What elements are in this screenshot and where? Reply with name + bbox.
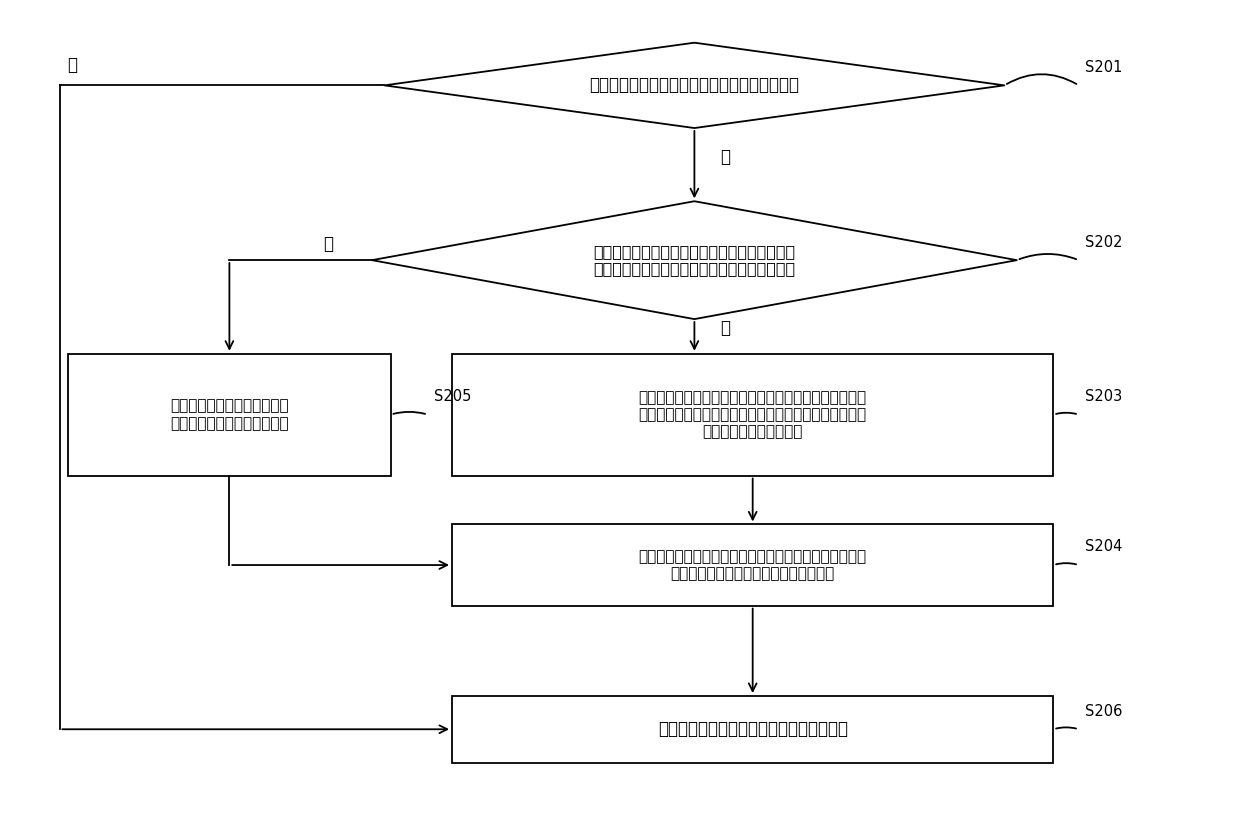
Text: S206: S206 — [1085, 704, 1122, 719]
Text: S201: S201 — [1085, 60, 1122, 75]
Bar — [68, 354, 391, 476]
Text: 在命令模式下，若应用处理器当前未向显示屏传
输图像数据，则判断显示屏是否处于自刷新状态: 在命令模式下，若应用处理器当前未向显示屏传 输图像数据，则判断显示屏是否处于自刷… — [593, 244, 796, 276]
Text: 等待应用处理器向显示屏传输完毕图像数据: 等待应用处理器向显示屏传输完毕图像数据 — [657, 720, 848, 738]
Text: S203: S203 — [1085, 389, 1122, 404]
Text: 否: 否 — [324, 235, 334, 253]
Bar — [451, 696, 1053, 763]
Text: 是: 是 — [720, 320, 730, 337]
Text: 若显示屏处于自刷新状态，则等待显示屏自刷新完毕后，
向应用处理器发送通知信息，通知信息用于通知应用处理
器向显示屏传输图像数据: 若显示屏处于自刷新状态，则等待显示屏自刷新完毕后， 向应用处理器发送通知信息，通… — [639, 389, 867, 440]
Text: S204: S204 — [1085, 540, 1122, 554]
Text: 否: 否 — [720, 147, 730, 166]
Text: 若显示屏未处于自刷新状态，
则向应用处理器发送通知信息: 若显示屏未处于自刷新状态， 则向应用处理器发送通知信息 — [170, 398, 289, 431]
Text: S202: S202 — [1085, 235, 1122, 250]
Bar — [451, 354, 1053, 476]
Text: 是: 是 — [67, 56, 77, 74]
Bar — [451, 524, 1053, 606]
Text: 判断应用处理器当前是否向显示屏传输图像数据: 判断应用处理器当前是否向显示屏传输图像数据 — [589, 76, 800, 94]
Text: 接收应用处理器所传输的图像数据，并以应用处理器传输
图像数据的第一频率对显示频率进行更新: 接收应用处理器所传输的图像数据，并以应用处理器传输 图像数据的第一频率对显示频率… — [639, 549, 867, 581]
Text: S205: S205 — [434, 389, 471, 404]
